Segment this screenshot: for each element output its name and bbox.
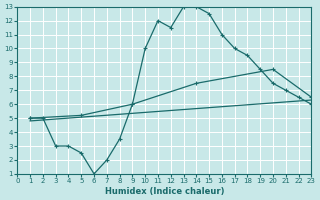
X-axis label: Humidex (Indice chaleur): Humidex (Indice chaleur): [105, 187, 224, 196]
